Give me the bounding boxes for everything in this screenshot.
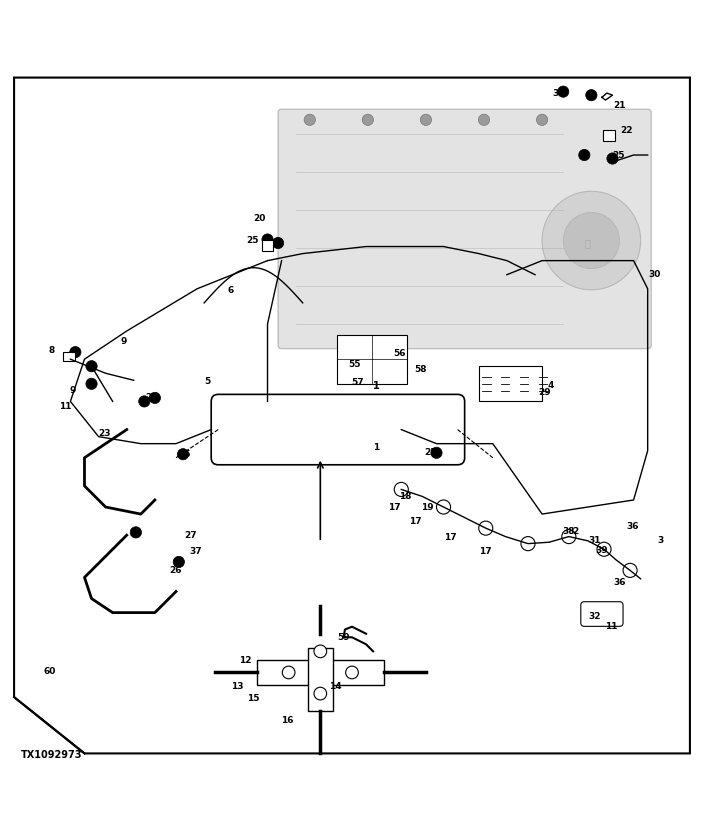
Text: 11: 11 xyxy=(605,622,617,632)
Text: 13: 13 xyxy=(231,682,244,691)
Circle shape xyxy=(542,191,641,290)
Text: 19: 19 xyxy=(421,504,434,512)
Text: 26: 26 xyxy=(170,566,182,575)
Circle shape xyxy=(478,114,490,125)
Bar xyxy=(63,352,75,361)
FancyBboxPatch shape xyxy=(278,109,651,349)
Circle shape xyxy=(586,90,597,101)
Text: 60: 60 xyxy=(43,666,56,676)
Text: 25: 25 xyxy=(612,150,624,160)
Circle shape xyxy=(521,537,535,551)
Circle shape xyxy=(173,556,184,568)
Text: 37: 37 xyxy=(189,547,202,556)
Text: 14: 14 xyxy=(329,682,341,691)
Text: 23: 23 xyxy=(98,429,111,438)
Circle shape xyxy=(394,482,408,496)
Text: 1: 1 xyxy=(374,443,379,452)
Text: 12: 12 xyxy=(239,656,251,665)
FancyBboxPatch shape xyxy=(479,366,542,401)
Text: 31: 31 xyxy=(589,536,601,545)
Circle shape xyxy=(177,449,189,460)
Circle shape xyxy=(431,447,442,459)
Text: 58: 58 xyxy=(415,366,427,374)
Text: 4: 4 xyxy=(547,381,554,391)
Text: 55: 55 xyxy=(348,360,360,369)
Text: 5: 5 xyxy=(205,376,210,386)
Text: 27: 27 xyxy=(184,531,196,540)
Circle shape xyxy=(579,150,590,160)
Text: 38: 38 xyxy=(562,527,575,536)
Text: 9: 9 xyxy=(120,337,127,346)
Circle shape xyxy=(314,645,327,657)
Text: 16: 16 xyxy=(281,715,294,725)
Text: 59: 59 xyxy=(337,632,350,642)
Circle shape xyxy=(139,396,150,407)
Text: 3: 3 xyxy=(658,536,663,544)
Text: 35: 35 xyxy=(552,89,565,97)
Circle shape xyxy=(479,521,493,535)
Circle shape xyxy=(420,114,432,125)
FancyBboxPatch shape xyxy=(337,335,407,384)
Bar xyxy=(257,660,384,685)
Text: 25: 25 xyxy=(178,450,191,459)
Circle shape xyxy=(536,114,548,125)
Circle shape xyxy=(314,687,327,700)
Text: 9: 9 xyxy=(69,386,76,395)
Text: 29: 29 xyxy=(538,388,551,396)
Circle shape xyxy=(563,213,620,268)
Circle shape xyxy=(130,527,142,538)
Text: 39: 39 xyxy=(596,546,608,555)
Text: 30: 30 xyxy=(648,270,661,279)
Bar xyxy=(603,130,615,141)
Text: 8: 8 xyxy=(49,347,54,355)
Circle shape xyxy=(597,542,611,556)
Text: 11: 11 xyxy=(59,402,72,411)
Text: 57: 57 xyxy=(351,378,364,387)
Circle shape xyxy=(607,153,618,165)
Text: 36: 36 xyxy=(613,578,626,587)
Circle shape xyxy=(70,347,81,358)
Text: 17: 17 xyxy=(409,517,422,525)
FancyBboxPatch shape xyxy=(581,602,623,627)
Text: 1: 1 xyxy=(373,381,380,391)
Circle shape xyxy=(436,500,451,514)
Text: 17: 17 xyxy=(444,533,457,542)
Circle shape xyxy=(262,234,273,245)
Text: 17: 17 xyxy=(388,503,401,512)
Bar xyxy=(262,239,273,251)
Text: 維: 維 xyxy=(585,238,591,248)
Circle shape xyxy=(304,114,315,125)
Circle shape xyxy=(86,378,97,390)
Text: 15: 15 xyxy=(247,694,260,703)
Text: 21: 21 xyxy=(613,101,626,111)
Text: 24: 24 xyxy=(145,393,158,402)
Text: 26: 26 xyxy=(129,529,142,538)
Text: 22: 22 xyxy=(620,125,633,135)
Circle shape xyxy=(149,392,161,404)
Bar xyxy=(308,648,333,711)
Circle shape xyxy=(272,238,284,248)
Circle shape xyxy=(86,361,97,371)
Text: 6: 6 xyxy=(228,287,234,295)
Text: TX1092973: TX1092973 xyxy=(21,750,82,760)
Text: 36: 36 xyxy=(626,522,639,530)
Circle shape xyxy=(623,563,637,578)
Circle shape xyxy=(346,666,358,679)
Circle shape xyxy=(362,114,373,125)
Text: 32: 32 xyxy=(589,612,601,621)
Text: 20: 20 xyxy=(253,214,265,223)
FancyBboxPatch shape xyxy=(211,395,465,465)
Circle shape xyxy=(558,86,569,97)
Text: 17: 17 xyxy=(479,547,492,556)
Text: 56: 56 xyxy=(394,349,406,358)
Circle shape xyxy=(282,666,295,679)
Text: 25: 25 xyxy=(246,236,258,244)
Circle shape xyxy=(562,529,576,543)
Text: 2: 2 xyxy=(573,527,579,536)
Text: 18: 18 xyxy=(398,492,411,501)
Text: 25: 25 xyxy=(425,448,437,457)
